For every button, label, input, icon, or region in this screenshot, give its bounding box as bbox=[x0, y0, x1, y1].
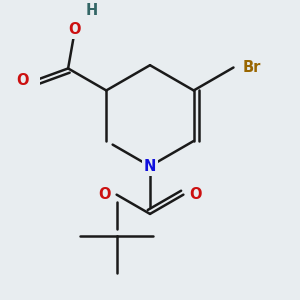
Text: O: O bbox=[16, 73, 29, 88]
Text: Br: Br bbox=[243, 60, 261, 75]
Text: O: O bbox=[189, 187, 201, 202]
Text: O: O bbox=[68, 22, 80, 37]
Text: N: N bbox=[144, 159, 156, 174]
Text: O: O bbox=[99, 187, 111, 202]
Text: H: H bbox=[85, 4, 98, 19]
